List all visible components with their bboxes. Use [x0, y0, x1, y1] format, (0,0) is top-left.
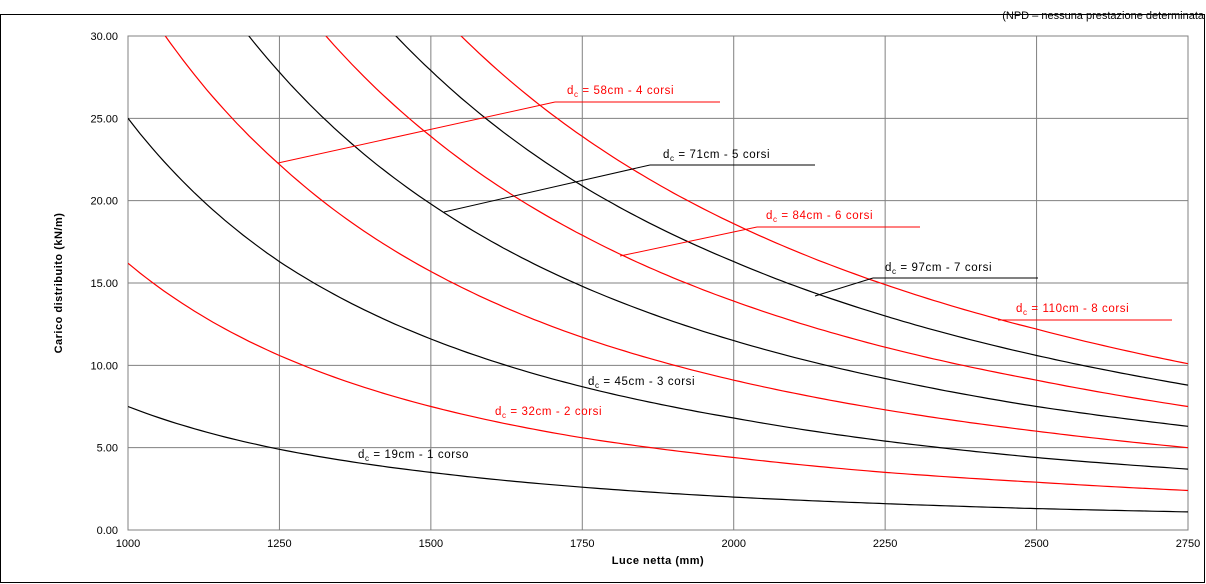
annotation-d: d: [588, 376, 595, 388]
annotation-subscript: c: [502, 411, 507, 420]
y-tick-label: 25.00: [90, 113, 118, 125]
annotation-leader-line: [277, 101, 556, 164]
annotation-d: d: [885, 262, 892, 274]
x-tick-label: 1250: [267, 538, 291, 550]
chart-frame: (NPD – nessuna prestazione determinata: [0, 10, 1205, 583]
curve-annotation: dc = 32cm - 2 corsi: [495, 406, 602, 420]
curve-annotation: dc = 19cm - 1 corso: [358, 449, 469, 463]
annotation-leader-line: [814, 277, 874, 297]
header-note: (NPD – nessuna prestazione determinata: [1002, 10, 1204, 22]
annotation-d: d: [567, 85, 574, 97]
annotation-text: = 58cm - 4 corsi: [579, 85, 675, 97]
annotation-text: = 97cm - 7 corsi: [897, 262, 993, 274]
series-line: [164, 36, 1188, 449]
y-axis-label: Carico distribuito (kN/m): [53, 213, 65, 354]
series-line: [248, 36, 1188, 427]
grid: [127, 35, 1189, 531]
y-tick-label: 20.00: [90, 196, 118, 208]
curve-annotation: dc = 97cm - 7 corsi: [885, 262, 992, 276]
series-lines: [128, 36, 1188, 513]
axis-labels: Luce netta (mm) Carico distribuito (kN/m…: [53, 213, 704, 567]
x-tick-label: 1750: [570, 538, 594, 550]
annotation-text: = 84cm - 6 corsi: [778, 210, 874, 222]
plot-area-border: [127, 35, 1189, 531]
annotation-d: d: [358, 449, 365, 461]
curve-annotation: dc = 71cm - 5 corsi: [663, 149, 770, 163]
annotation-text: = 110cm - 8 corsi: [1028, 303, 1130, 315]
annotation-leaders: [277, 101, 1172, 321]
annotation-d: d: [663, 149, 670, 161]
annotation-subscript: c: [892, 267, 897, 276]
annotation-subscript: c: [574, 90, 579, 99]
series-line: [460, 36, 1188, 365]
curve-annotation: dc = 110cm - 8 corsi: [1016, 303, 1129, 317]
x-tick-label: 2500: [1024, 538, 1048, 550]
series-line: [128, 117, 1188, 470]
x-tick-label: 2250: [873, 538, 897, 550]
y-tick-label: 5.00: [97, 443, 118, 455]
y-tick-label: 0.00: [97, 525, 118, 537]
x-tick-label: 1000: [116, 538, 140, 550]
series-line: [395, 36, 1188, 386]
series-line: [128, 262, 1188, 492]
curve-annotation: dc = 84cm - 6 corsi: [766, 210, 873, 224]
annotation-subscript: c: [670, 154, 675, 163]
x-tick-label: 1500: [419, 538, 443, 550]
annotation-leader-line: [443, 164, 651, 213]
curve-annotation: dc = 58cm - 4 corsi: [567, 85, 674, 99]
annotation-d: d: [495, 406, 502, 418]
annotation-leader-line: [619, 226, 758, 257]
annotation-subscript: c: [1023, 308, 1028, 317]
x-axis-label: Luce netta (mm): [612, 555, 704, 567]
series-line: [128, 405, 1188, 513]
annotation-subscript: c: [773, 215, 778, 224]
x-tick-label: 2000: [721, 538, 745, 550]
tick-labels: 1000 1250 1500 1750 2000 2250 2500 2750 0.00 5.00…: [90, 31, 1200, 550]
y-tick-label: 30.00: [90, 31, 118, 43]
annotation-text: = 32cm - 2 corsi: [507, 406, 603, 418]
curve-annotation: dc = 45cm - 3 corsi: [588, 376, 695, 390]
y-tick-label: 15.00: [90, 278, 118, 290]
annotation-text: = 45cm - 3 corsi: [600, 376, 696, 388]
y-tick-label: 10.00: [90, 360, 118, 372]
annotation-text: = 19cm - 1 corso: [370, 449, 469, 461]
x-tick-label: 2750: [1176, 538, 1200, 550]
annotation-subscript: c: [595, 381, 600, 390]
annotation-text: = 71cm - 5 corsi: [675, 149, 771, 161]
annotation-subscript: c: [365, 454, 370, 463]
annotation-d: d: [1016, 303, 1023, 315]
series-line: [325, 36, 1188, 408]
annotation-d: d: [766, 210, 773, 222]
